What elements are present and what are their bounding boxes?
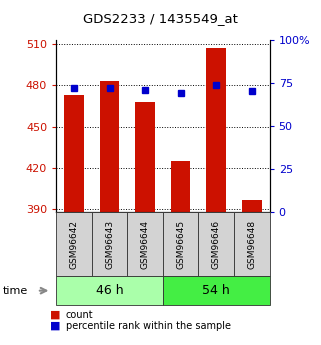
Text: GSM96643: GSM96643 — [105, 219, 114, 269]
Text: GSM96644: GSM96644 — [141, 219, 150, 269]
Bar — [242, 200, 262, 212]
Text: ■: ■ — [50, 321, 60, 331]
Text: percentile rank within the sample: percentile rank within the sample — [66, 321, 231, 331]
Text: GSM96645: GSM96645 — [176, 219, 185, 269]
Text: count: count — [66, 310, 93, 319]
Text: GSM96646: GSM96646 — [212, 219, 221, 269]
Text: ■: ■ — [50, 310, 60, 319]
Bar — [135, 102, 155, 212]
Bar — [100, 81, 119, 212]
Text: GSM96642: GSM96642 — [69, 219, 78, 269]
Text: 46 h: 46 h — [96, 284, 123, 297]
Text: time: time — [3, 286, 29, 296]
Bar — [171, 161, 190, 212]
Bar — [64, 95, 84, 212]
Text: GSM96648: GSM96648 — [247, 219, 256, 269]
Text: GDS2233 / 1435549_at: GDS2233 / 1435549_at — [83, 12, 238, 25]
Bar — [206, 48, 226, 212]
Text: 54 h: 54 h — [203, 284, 230, 297]
